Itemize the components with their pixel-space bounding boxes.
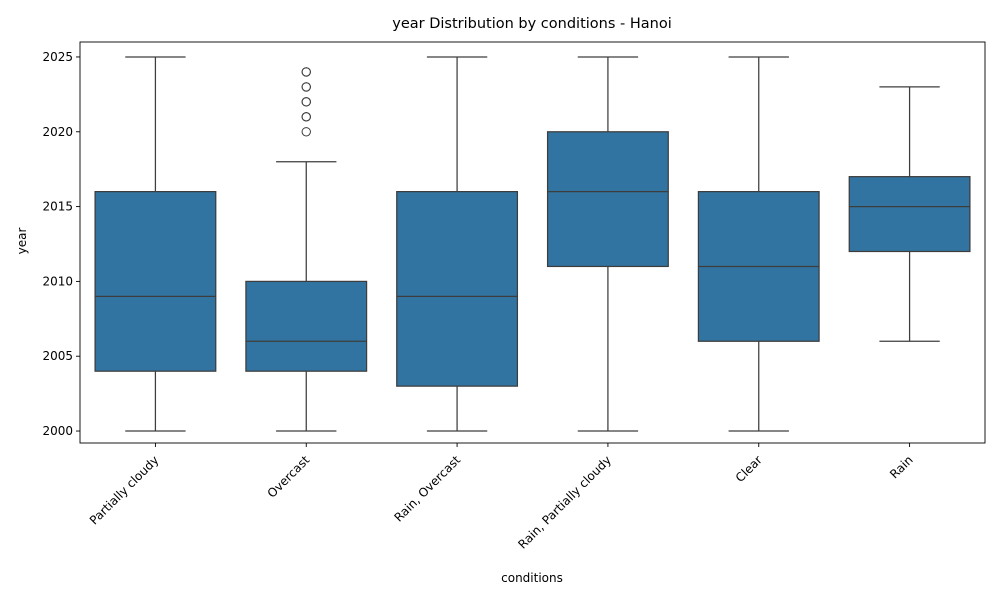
y-tick-label: 2025	[42, 50, 73, 64]
x-tick-label: Rain, Overcast	[391, 453, 463, 525]
iqr-box	[546, 131, 669, 268]
x-axis-label: conditions	[501, 571, 563, 585]
box-1	[245, 67, 368, 432]
y-tick-label: 2015	[42, 200, 73, 214]
y-tick-label: 2000	[42, 424, 73, 438]
x-tick-label: Clear	[733, 453, 765, 485]
box-5	[848, 86, 971, 342]
x-tick-label: Overcast	[265, 453, 313, 501]
outlier-point	[301, 67, 311, 77]
y-axis-label: year	[15, 228, 29, 255]
outlier-point	[301, 127, 311, 137]
box-4	[697, 56, 820, 432]
y-tick-label: 2010	[42, 274, 73, 288]
iqr-box	[848, 176, 971, 253]
iqr-box	[396, 191, 519, 387]
iqr-box	[94, 191, 217, 372]
box-0	[94, 56, 217, 432]
x-tick-label: Rain, Partially cloudy	[515, 453, 614, 552]
box-2	[396, 56, 519, 432]
plot-area	[94, 56, 971, 432]
chart-title: year Distribution by conditions - Hanoi	[392, 16, 671, 32]
x-tick-label: Partially cloudy	[87, 453, 162, 528]
y-tick-label: 2020	[42, 125, 73, 139]
outlier-point	[301, 97, 311, 107]
x-tick-label: Rain	[887, 453, 916, 482]
iqr-box	[245, 280, 368, 372]
y-tick-label: 2005	[42, 349, 73, 363]
box-3	[546, 56, 669, 432]
plot-frame	[79, 41, 986, 444]
outlier-point	[301, 82, 311, 92]
outlier-point	[301, 112, 311, 122]
